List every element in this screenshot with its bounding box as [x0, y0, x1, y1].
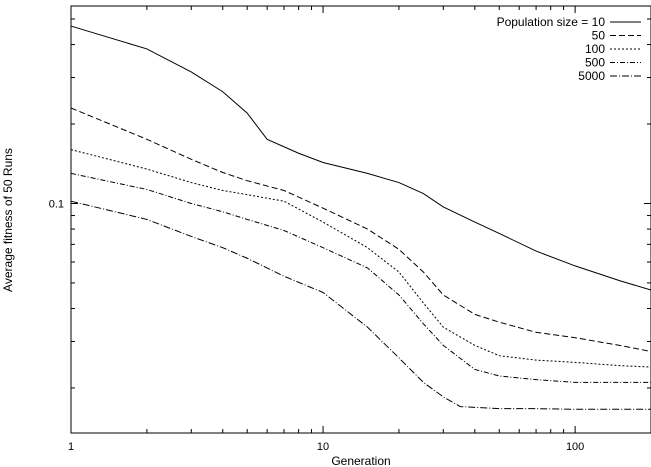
series-line-5: [70, 200, 651, 410]
series-line-3: [70, 149, 651, 368]
y-axis-label: Average fitness of 50 Runs: [1, 148, 15, 292]
x-axis-label: Generation: [331, 454, 390, 467]
y-tick-label: 0.1: [49, 198, 64, 210]
series-line-1: [70, 25, 651, 291]
legend-label: Population size = 10: [497, 15, 606, 29]
series-line-2: [70, 107, 651, 352]
x-tick-label: 1: [68, 441, 74, 453]
x-tick-label: 100: [566, 441, 584, 453]
x-tick-label: 10: [317, 441, 329, 453]
legend-label: 500: [585, 56, 605, 70]
x-axis: 1 10 100: [68, 6, 651, 453]
y-axis: 0.1: [49, 18, 651, 389]
series-line-4: [70, 172, 651, 383]
legend-label: 50: [592, 29, 606, 43]
legend-label: 100: [585, 42, 605, 56]
series-layer: [70, 25, 651, 410]
plot-frame: [70, 5, 651, 434]
legend-label: 5000: [578, 69, 605, 83]
